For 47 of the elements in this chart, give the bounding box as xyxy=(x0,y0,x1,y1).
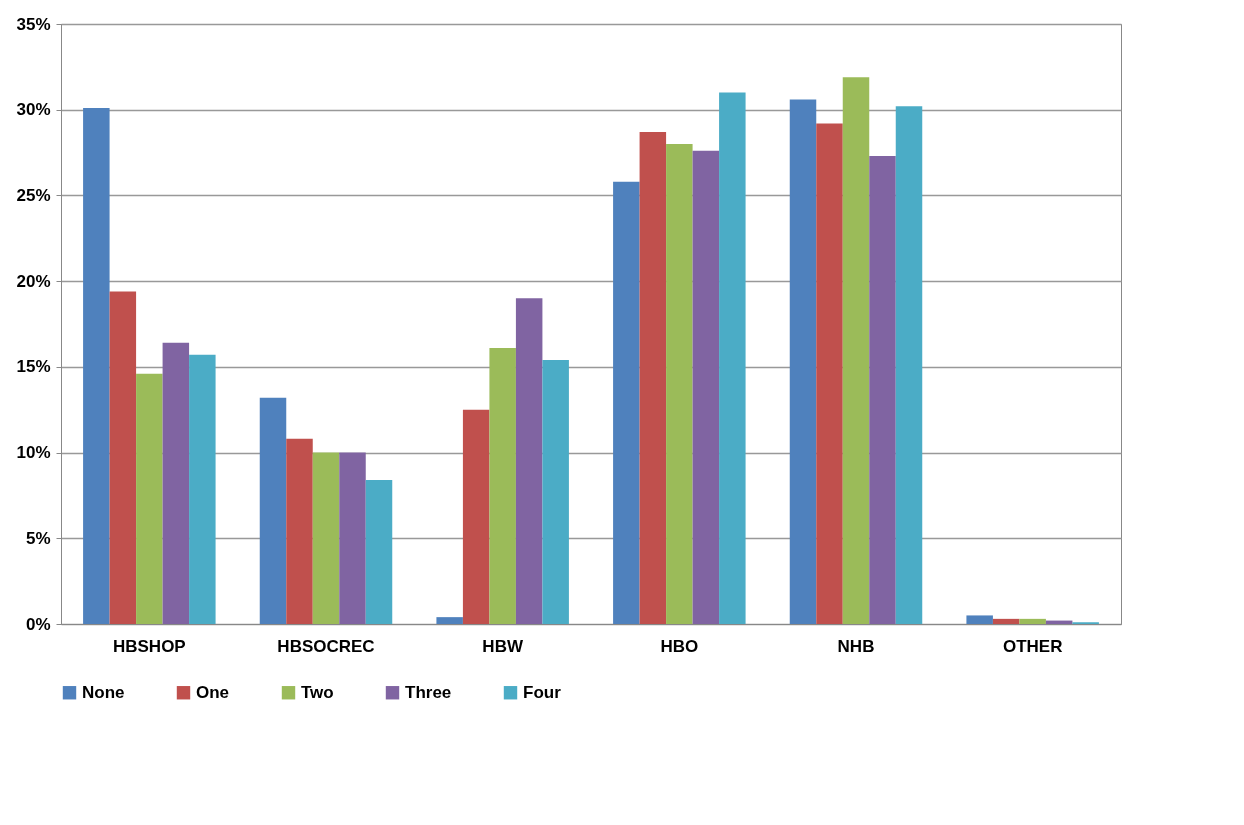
bar xyxy=(259,397,287,624)
bar xyxy=(639,132,667,624)
x-tick-label: HBW xyxy=(482,636,524,656)
legend-label: One xyxy=(196,682,230,702)
legend-label: None xyxy=(82,682,125,702)
legend-label: Two xyxy=(301,682,334,702)
bar xyxy=(436,617,463,624)
x-tick-label: HBO xyxy=(660,636,699,656)
legend-label: Four xyxy=(523,682,562,702)
bar xyxy=(992,618,1020,624)
y-tick-label: 10% xyxy=(16,443,51,463)
bar xyxy=(515,298,543,624)
bar xyxy=(816,123,843,624)
bar xyxy=(365,480,393,624)
bar xyxy=(542,360,569,624)
bar xyxy=(189,354,216,624)
bar xyxy=(613,181,640,624)
bar xyxy=(489,348,516,624)
y-tick-label: 30% xyxy=(16,100,51,120)
bar xyxy=(312,452,340,624)
bar xyxy=(136,373,163,624)
bar xyxy=(692,150,720,624)
bar xyxy=(895,106,923,624)
bar xyxy=(869,156,896,624)
y-tick-label: 35% xyxy=(16,14,51,34)
y-tick-label: 25% xyxy=(16,185,51,205)
legend-label: Three xyxy=(405,682,452,702)
bar xyxy=(462,409,490,624)
y-tick-label: 5% xyxy=(25,528,51,548)
x-tick-label: OTHER xyxy=(1002,636,1063,656)
bar xyxy=(666,144,693,624)
y-tick-label: 20% xyxy=(16,271,51,291)
bar xyxy=(966,615,993,624)
bar xyxy=(339,452,366,624)
y-tick-label: 15% xyxy=(16,357,51,377)
x-tick-label: NHB xyxy=(837,636,875,656)
y-tick-label: 0% xyxy=(25,614,51,634)
x-tick-label: HBSHOP xyxy=(112,636,186,656)
bar xyxy=(286,438,313,624)
bar xyxy=(83,108,110,624)
bar xyxy=(1019,618,1046,624)
bar xyxy=(789,99,817,624)
x-tick-label: HBSOCREC xyxy=(277,636,375,656)
bar xyxy=(162,342,190,624)
bar xyxy=(842,77,870,624)
bar xyxy=(719,92,746,624)
bar xyxy=(109,291,137,624)
